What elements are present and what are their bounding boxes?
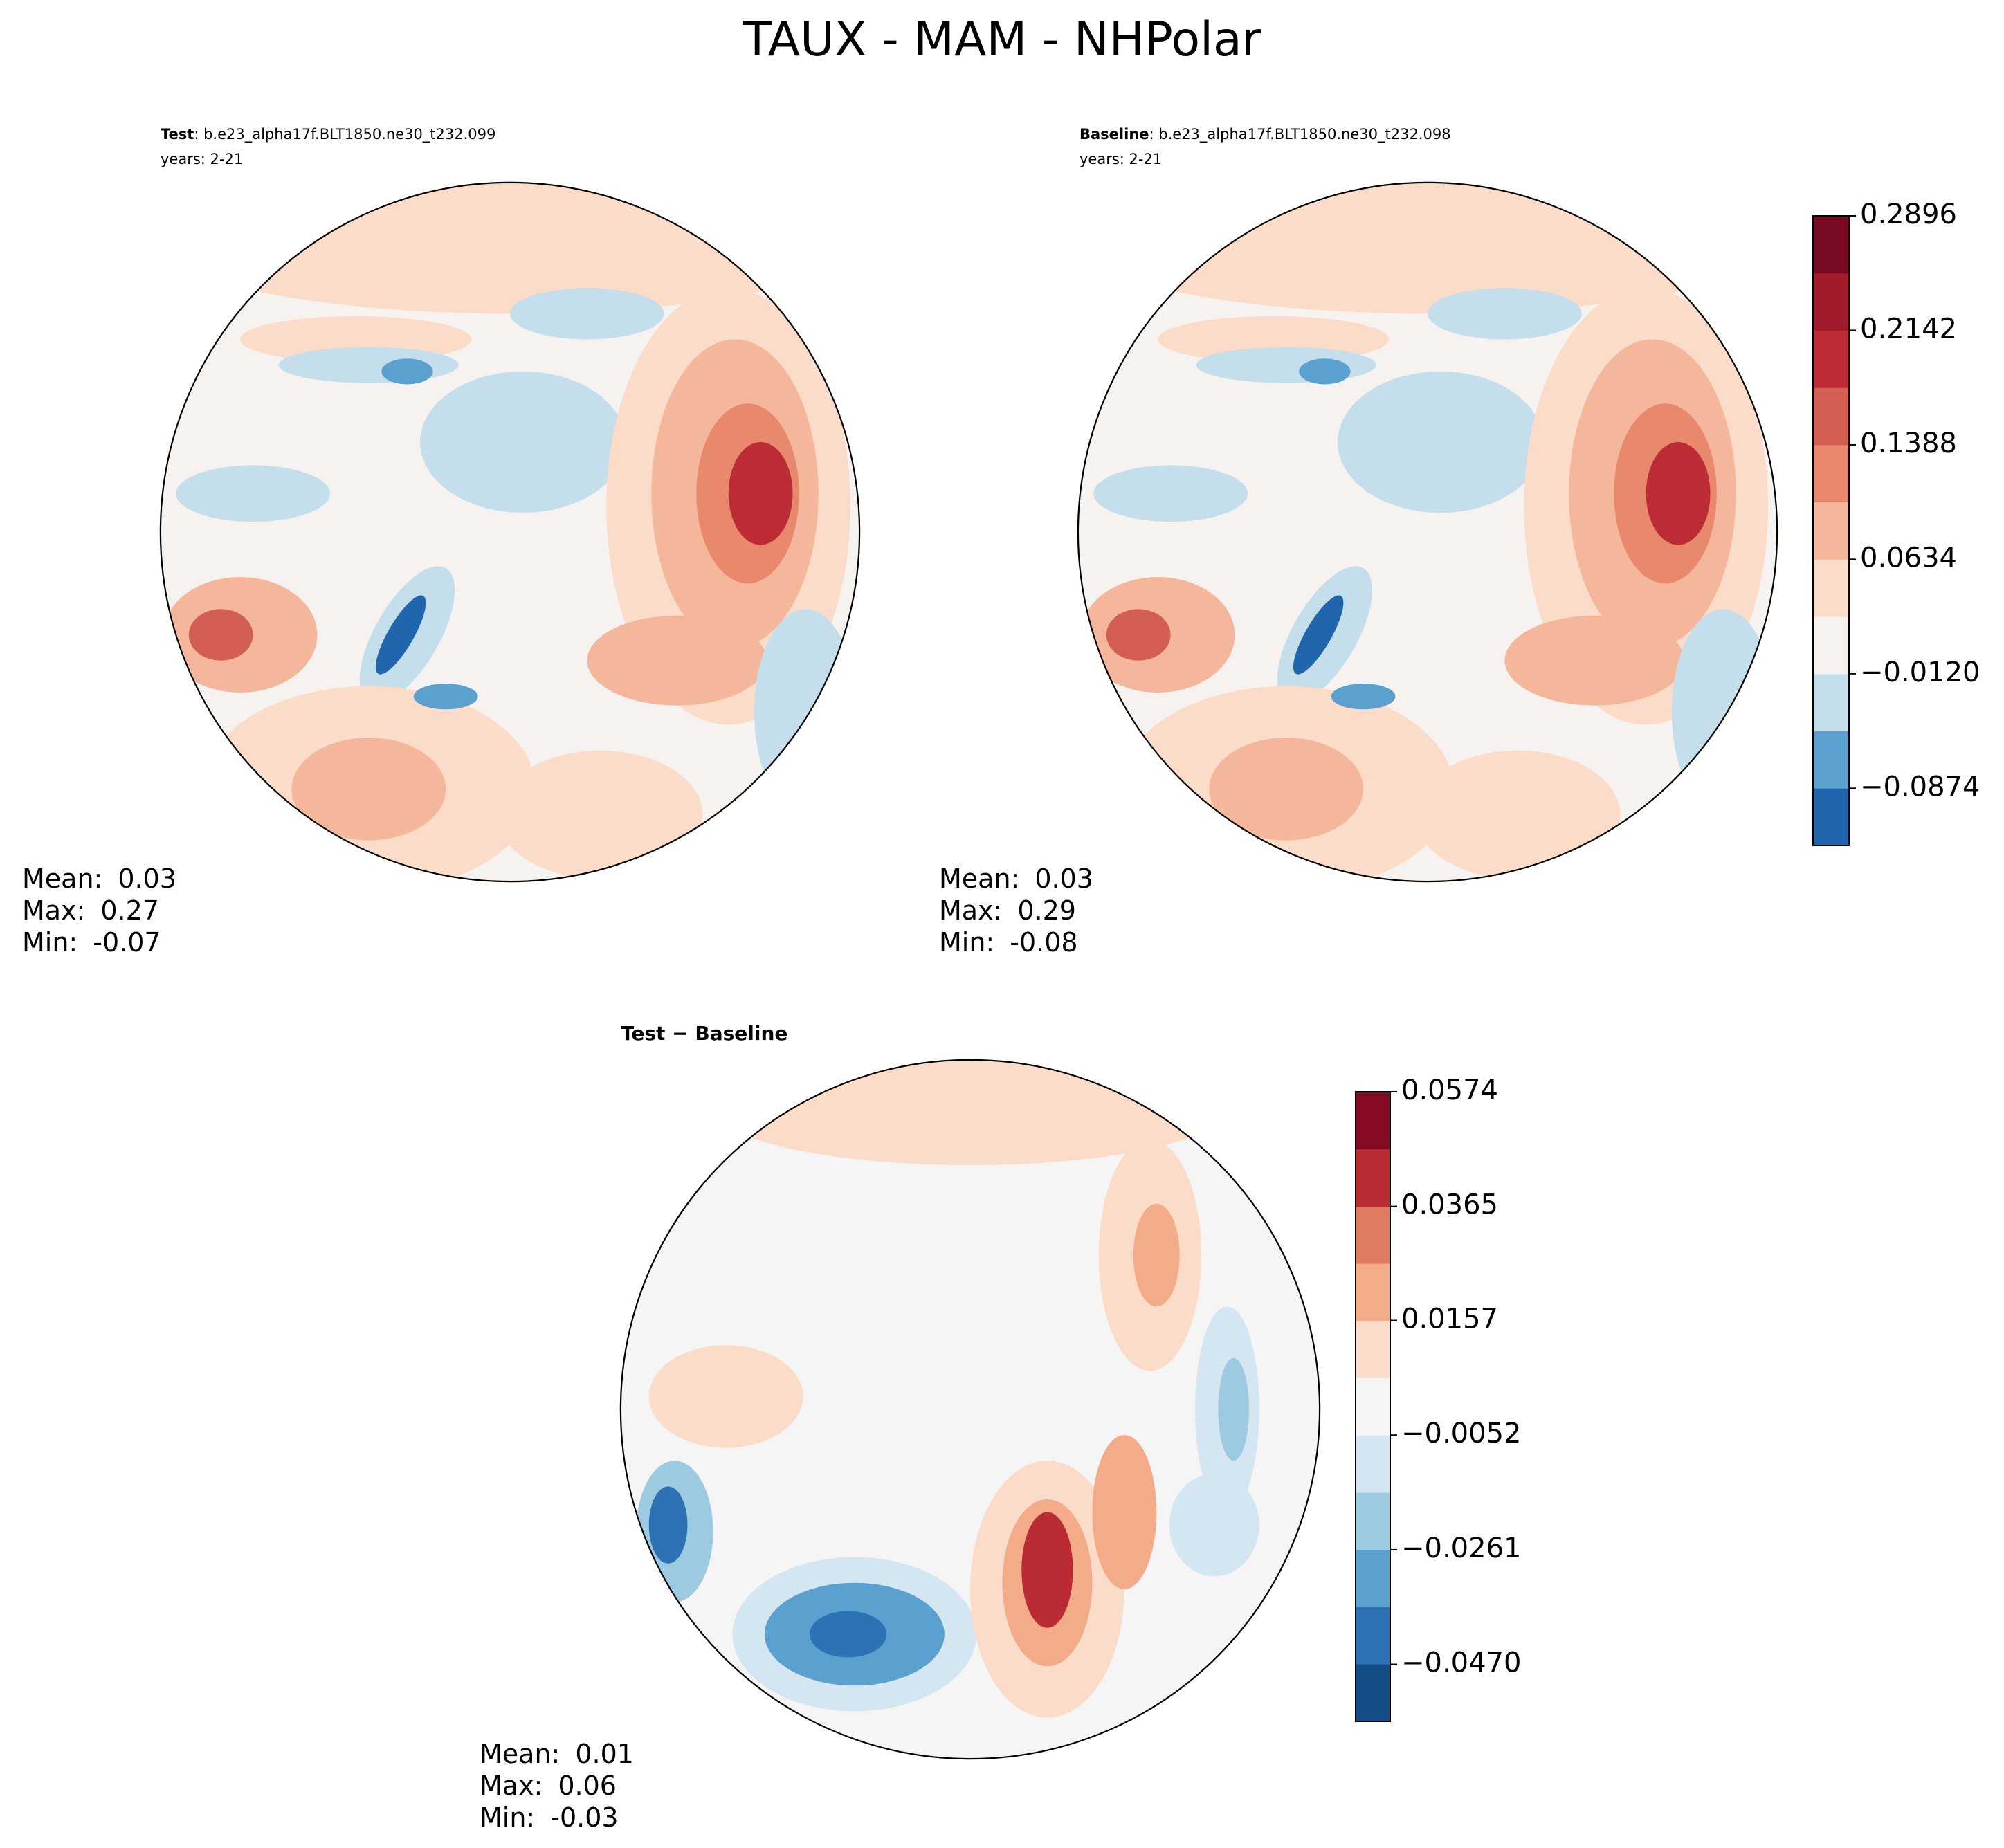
colorbar-tick-label: 0.0157 — [1401, 1303, 1498, 1335]
colorbar-bin — [1356, 1664, 1390, 1722]
colorbar-bin — [1813, 502, 1849, 560]
colorbar-tick-label: 0.0574 — [1401, 1074, 1498, 1106]
colorbar-bin — [1813, 788, 1849, 846]
colorbar-tick-label: −0.0052 — [1401, 1418, 1521, 1449]
colorbar-bin — [1813, 731, 1849, 789]
case-label: Baseline — [1080, 126, 1149, 143]
panel-header: Test: b.e23_alpha17f.BLT1850.ne30_t232.0… — [161, 126, 495, 143]
case-name: : b.e23_alpha17f.BLT1850.ne30_t232.098 — [1149, 126, 1451, 143]
stat-line: Mean: 0.01 — [480, 1739, 634, 1769]
stat-label: Mean: — [22, 863, 102, 894]
colorbar-bin — [1356, 1549, 1390, 1608]
colorbar-tick-label: −0.0261 — [1401, 1533, 1521, 1564]
stat-label: Min: — [480, 1802, 535, 1833]
stat-label: Max: — [480, 1771, 543, 1801]
panel-title: Test − Baseline — [621, 1022, 787, 1045]
stat-value: -0.07 — [93, 927, 161, 958]
stat-label: Mean: — [480, 1739, 560, 1769]
stat-value: 0.03 — [118, 863, 176, 894]
stat-value: 0.01 — [575, 1739, 634, 1769]
stat-line: Min: -0.03 — [480, 1802, 619, 1833]
colorbar-bin — [1813, 216, 1849, 274]
map-test — [159, 181, 861, 883]
stat-label: Max: — [939, 895, 1002, 926]
colorbar-bin — [1813, 330, 1849, 388]
stat-line: Max: 0.06 — [480, 1771, 617, 1801]
stat-line: Max: 0.27 — [22, 895, 159, 926]
stat-value: 0.29 — [1017, 895, 1076, 926]
colorbar-tick-label: 0.2896 — [1860, 199, 1957, 230]
colorbar-bin — [1356, 1435, 1390, 1493]
colorbar-bin — [1813, 559, 1849, 617]
colorbar-bin — [1356, 1320, 1390, 1379]
case-name: : b.e23_alpha17f.BLT1850.ne30_t232.099 — [194, 126, 495, 143]
colorbar-frame — [1355, 1091, 1391, 1722]
stat-label: Mean: — [939, 863, 1019, 894]
stat-value: -0.08 — [1010, 927, 1077, 958]
colorbar-tick-label: −0.0470 — [1401, 1647, 1521, 1679]
colorbar-bin — [1813, 673, 1849, 732]
colorbar-tick-label: −0.0874 — [1860, 771, 1980, 803]
colorbar-bin — [1356, 1607, 1390, 1665]
stat-value: 0.06 — [558, 1771, 617, 1801]
case-label: Test — [161, 126, 194, 143]
stat-line: Max: 0.29 — [939, 895, 1076, 926]
stat-label: Min: — [22, 927, 78, 958]
stat-value: 0.03 — [1035, 863, 1093, 894]
stat-label: Min: — [939, 927, 994, 958]
map-difference — [619, 1059, 1321, 1760]
stat-line: Mean: 0.03 — [22, 863, 176, 894]
colorbar-bin — [1356, 1092, 1390, 1150]
stat-line: Min: -0.07 — [22, 927, 161, 958]
stat-label: Max: — [22, 895, 85, 926]
colorbar-frame — [1812, 215, 1850, 846]
stat-line: Mean: 0.03 — [939, 863, 1093, 894]
stat-value: -0.03 — [550, 1802, 618, 1833]
colorbar-bin — [1356, 1378, 1390, 1436]
colorbar-bin — [1356, 1492, 1390, 1550]
colorbar-bin — [1356, 1263, 1390, 1321]
colorbar-tick-label: 0.0365 — [1401, 1189, 1498, 1221]
stat-value: 0.27 — [100, 895, 159, 926]
colorbar-bin — [1813, 616, 1849, 675]
colorbar-tick-label: 0.1388 — [1860, 428, 1957, 459]
colorbar-bin — [1813, 444, 1849, 503]
panel-subtitle: years: 2-21 — [1080, 151, 1162, 167]
stat-line: Min: -0.08 — [939, 927, 1078, 958]
colorbar-tick-label: 0.2142 — [1860, 313, 1957, 345]
panel-header: Baseline: b.e23_alpha17f.BLT1850.ne30_t2… — [1080, 126, 1451, 143]
colorbar-bin — [1813, 387, 1849, 446]
panel-subtitle: years: 2-21 — [161, 151, 243, 167]
colorbar-bin — [1356, 1149, 1390, 1207]
figure-title: TAUX - MAM - NHPolar — [742, 12, 1261, 67]
colorbar-tick-label: 0.0634 — [1860, 542, 1957, 574]
colorbar-bin — [1813, 273, 1849, 331]
colorbar-tick-label: −0.0120 — [1860, 657, 1980, 688]
map-baseline — [1077, 181, 1778, 883]
colorbar-bin — [1356, 1206, 1390, 1264]
